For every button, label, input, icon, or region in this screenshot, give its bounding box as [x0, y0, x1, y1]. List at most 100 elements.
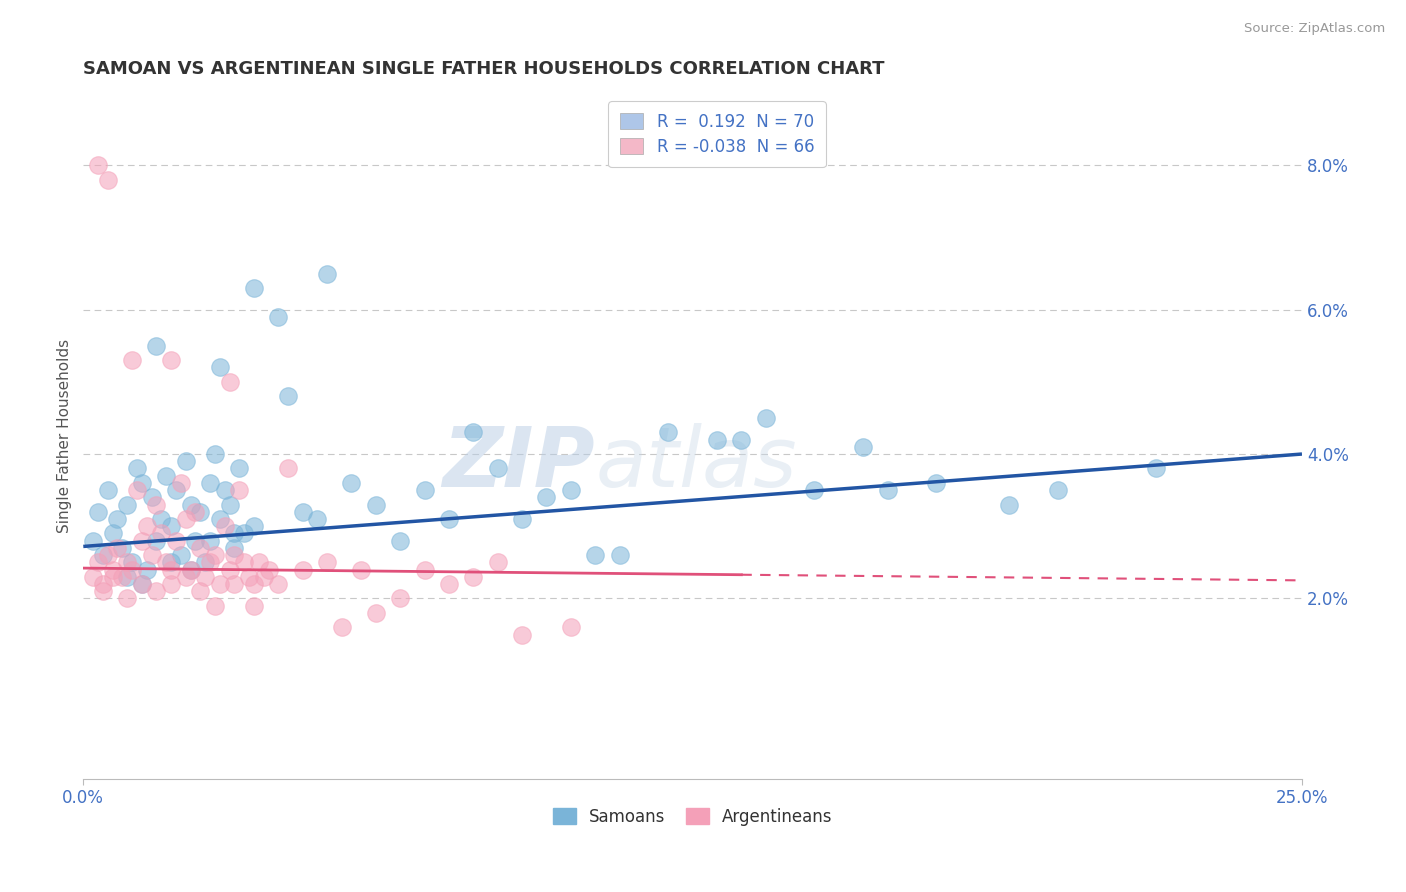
Point [583, 548, 606, 562]
Point [198, 533, 221, 548]
Point [510, 627, 533, 641]
Point [238, 570, 260, 584]
Point [121, 563, 143, 577]
Point [291, 505, 314, 519]
Point [486, 461, 509, 475]
Point [852, 440, 875, 454]
Point [97, 548, 120, 562]
Point [160, 555, 183, 569]
Point [224, 577, 246, 591]
Point [155, 468, 177, 483]
Point [291, 563, 314, 577]
Point [115, 498, 138, 512]
Point [165, 533, 187, 548]
Point [194, 570, 217, 584]
Point [243, 281, 266, 295]
Point [174, 512, 197, 526]
Point [364, 606, 387, 620]
Point [188, 584, 211, 599]
Point [107, 512, 129, 526]
Point [233, 526, 256, 541]
Point [437, 512, 460, 526]
Point [97, 172, 120, 186]
Point [307, 512, 329, 526]
Point [160, 353, 183, 368]
Point [82, 570, 104, 584]
Point [657, 425, 679, 440]
Point [131, 577, 153, 591]
Point [243, 577, 266, 591]
Point [536, 491, 558, 505]
Point [510, 512, 533, 526]
Point [316, 267, 339, 281]
Point [125, 483, 148, 497]
Point [125, 461, 148, 475]
Point [170, 475, 193, 490]
Point [316, 555, 339, 569]
Point [224, 526, 246, 541]
Point [486, 555, 509, 569]
Point [160, 563, 183, 577]
Point [188, 541, 211, 555]
Point [1047, 483, 1070, 497]
Point [87, 158, 110, 172]
Point [214, 483, 236, 497]
Point [145, 339, 167, 353]
Point [87, 505, 110, 519]
Point [150, 512, 173, 526]
Point [257, 563, 280, 577]
Point [413, 563, 436, 577]
Point [340, 475, 363, 490]
Point [155, 555, 177, 569]
Point [214, 519, 236, 533]
Point [243, 519, 266, 533]
Text: ZIP: ZIP [443, 423, 595, 504]
Point [184, 505, 207, 519]
Point [174, 454, 197, 468]
Point [277, 389, 299, 403]
Point [101, 563, 124, 577]
Point [253, 570, 276, 584]
Point [101, 526, 124, 541]
Point [925, 475, 948, 490]
Point [389, 591, 412, 606]
Text: Source: ZipAtlas.com: Source: ZipAtlas.com [1244, 22, 1385, 36]
Text: atlas: atlas [595, 423, 797, 504]
Point [165, 483, 187, 497]
Point [180, 498, 202, 512]
Point [194, 555, 217, 569]
Point [204, 548, 226, 562]
Point [208, 360, 231, 375]
Point [160, 519, 183, 533]
Point [560, 620, 582, 634]
Point [121, 353, 143, 368]
Point [91, 548, 114, 562]
Point [233, 555, 256, 569]
Point [609, 548, 631, 562]
Point [107, 541, 129, 555]
Point [180, 563, 202, 577]
Point [218, 375, 240, 389]
Point [91, 584, 114, 599]
Point [228, 483, 250, 497]
Point [121, 555, 143, 569]
Point [115, 570, 138, 584]
Point [184, 533, 207, 548]
Point [277, 461, 299, 475]
Point [228, 461, 250, 475]
Point [413, 483, 436, 497]
Point [706, 433, 728, 447]
Legend: Samoans, Argentineans: Samoans, Argentineans [546, 801, 839, 832]
Point [101, 570, 124, 584]
Point [224, 548, 246, 562]
Point [198, 475, 221, 490]
Point [730, 433, 752, 447]
Point [198, 555, 221, 569]
Point [150, 526, 173, 541]
Point [437, 577, 460, 591]
Point [170, 548, 193, 562]
Point [131, 577, 153, 591]
Point [218, 563, 240, 577]
Point [115, 555, 138, 569]
Point [330, 620, 353, 634]
